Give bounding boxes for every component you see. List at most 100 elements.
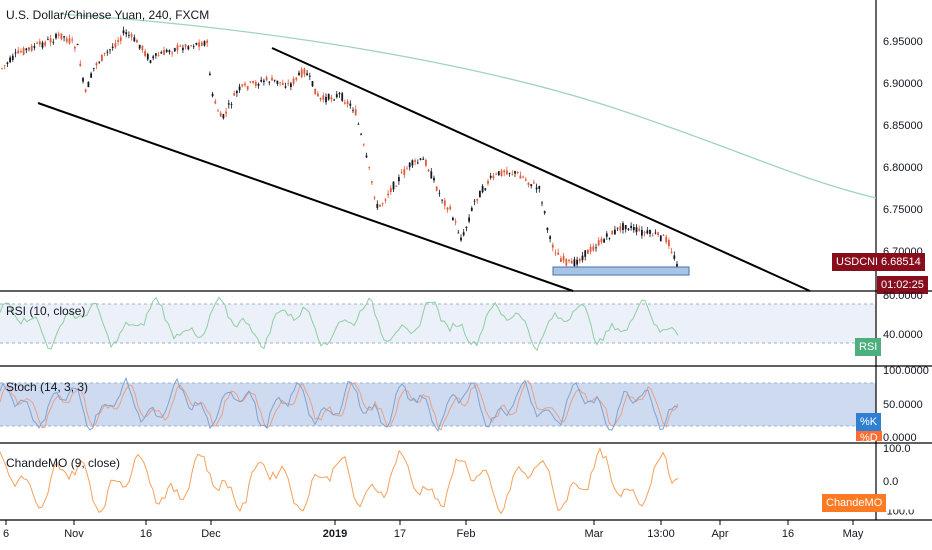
- candle-body: [446, 207, 449, 210]
- candle-body: [192, 46, 195, 48]
- candle-body: [622, 223, 624, 231]
- candle-body: [441, 199, 443, 201]
- candle-body: [400, 172, 403, 174]
- upper-trendline[interactable]: [271, 47, 811, 292]
- candle-body: [627, 228, 630, 230]
- moving-average-line: [59, 13, 877, 199]
- candle-body: [179, 45, 182, 47]
- candle-body: [371, 181, 373, 183]
- candle-body: [163, 50, 165, 55]
- candle-body: [76, 43, 79, 46]
- candle-body: [36, 43, 38, 44]
- candle-body: [141, 46, 144, 50]
- candle-body: [654, 232, 657, 234]
- time-label: Feb: [456, 528, 476, 540]
- stoch-title[interactable]: Stoch (14, 3, 3): [6, 380, 89, 394]
- candle-body: [117, 40, 119, 42]
- candle-body: [362, 144, 365, 146]
- candle-body: [157, 55, 160, 57]
- time-label: May: [842, 528, 864, 540]
- candle-body: [25, 48, 28, 51]
- candle-body: [238, 86, 241, 91]
- candle-body: [641, 229, 643, 236]
- candlestick-series[interactable]: [1, 26, 678, 272]
- candle-body: [603, 239, 605, 243]
- candle-body: [257, 84, 260, 86]
- candle-body: [438, 192, 441, 194]
- candle-body: [173, 48, 176, 52]
- candle-body: [271, 77, 273, 81]
- candle-body: [128, 34, 130, 36]
- candle-body: [279, 82, 281, 84]
- candle-body: [392, 181, 395, 190]
- rsi-title[interactable]: RSI (10, close): [6, 304, 86, 318]
- candle-body: [573, 259, 576, 267]
- candle-body: [352, 109, 354, 111]
- candle-body: [165, 49, 168, 52]
- candle-body: [657, 232, 659, 235]
- candle-body: [597, 240, 600, 246]
- candle-body: [287, 83, 290, 84]
- candle-body: [519, 175, 522, 179]
- candle-body: [565, 259, 568, 266]
- candle-body: [473, 200, 476, 202]
- rsi-tag: RSI: [855, 338, 882, 356]
- candle-body: [379, 204, 381, 207]
- candle-body: [457, 232, 460, 234]
- candle-body: [489, 175, 492, 178]
- candle-body: [254, 81, 257, 86]
- candle-body: [527, 182, 530, 185]
- candle-body: [171, 52, 173, 54]
- candle-body: [411, 160, 414, 166]
- candle-body: [595, 247, 597, 249]
- candle-body: [524, 179, 527, 181]
- candle-body: [465, 226, 468, 229]
- candle-body: [155, 53, 157, 56]
- candle-body: [484, 188, 487, 190]
- candle-body: [568, 259, 570, 262]
- candle-body: [668, 240, 670, 247]
- candle-body: [184, 44, 187, 47]
- candle-body: [476, 198, 479, 201]
- candle-body: [30, 45, 33, 51]
- support-box[interactable]: [552, 266, 690, 276]
- candle-body: [630, 225, 632, 228]
- candle-body: [225, 111, 227, 114]
- candle-body: [52, 41, 55, 43]
- candle-body: [435, 186, 438, 191]
- candle-body: [111, 46, 114, 49]
- candle-body: [673, 255, 676, 259]
- candle-body: [416, 162, 419, 164]
- candle-body: [28, 47, 30, 49]
- candle-body: [541, 202, 543, 204]
- candle-body: [211, 93, 214, 97]
- candle-body: [578, 258, 581, 262]
- candle-body: [327, 93, 330, 100]
- candle-body: [376, 204, 379, 208]
- price-tick: 6.85000: [883, 120, 923, 132]
- candle-body: [209, 73, 211, 76]
- candle-body: [649, 230, 651, 234]
- candle-body: [41, 42, 44, 48]
- candle-body: [616, 227, 619, 229]
- candle-body: [190, 45, 192, 47]
- lower-trendline[interactable]: [37, 102, 574, 292]
- candle-body: [554, 252, 557, 254]
- candle-body: [514, 171, 516, 174]
- candle-body: [381, 203, 384, 205]
- candle-body: [295, 77, 298, 80]
- candle-body: [6, 62, 9, 65]
- candle-body: [357, 123, 360, 125]
- candle-body: [449, 206, 452, 210]
- candle-body: [14, 52, 17, 54]
- chande-mo-tick: 100.0: [883, 443, 911, 455]
- chande-mo-tick: 0.0: [883, 476, 899, 488]
- chande-mo-title[interactable]: ChandeMO (9, close): [6, 456, 121, 470]
- time-label: Mar: [584, 528, 604, 540]
- stoch-tick: 0.0000: [883, 432, 917, 444]
- candle-body: [338, 93, 341, 95]
- candle-body: [303, 68, 306, 75]
- candle-body: [503, 170, 506, 173]
- candle-body: [497, 171, 500, 176]
